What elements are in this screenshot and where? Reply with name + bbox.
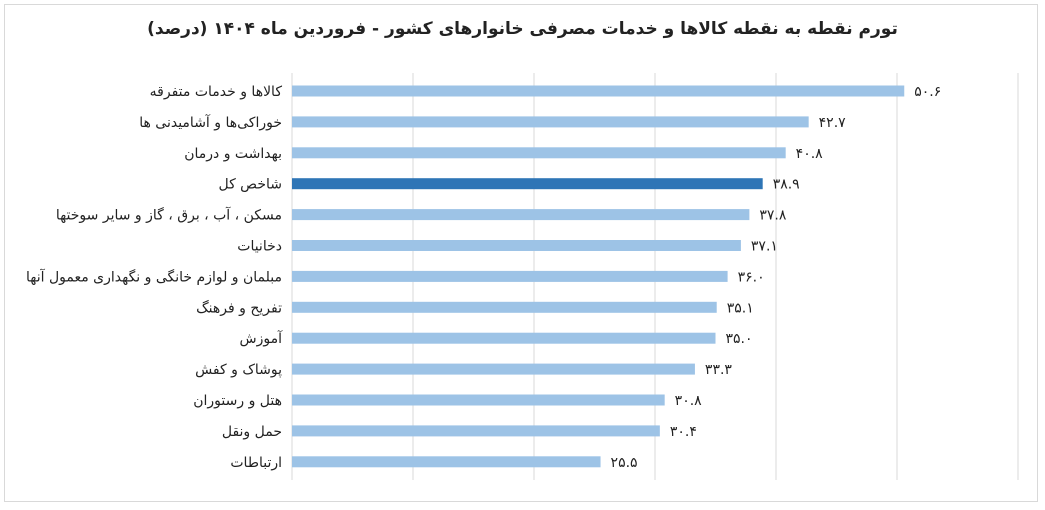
category-label: مبلمان و لوازم خانگی و نگهداری معمول آنه… xyxy=(26,268,282,285)
category-label: کالاها و خدمات متفرقه xyxy=(150,84,283,100)
bar xyxy=(292,394,665,406)
data-label: ۳۷.۸ xyxy=(759,208,786,224)
data-label: ۲۵.۵ xyxy=(611,455,638,471)
category-label: آموزش xyxy=(240,330,284,347)
bar xyxy=(292,301,717,313)
bar xyxy=(292,270,728,282)
category-label: ارتباطات xyxy=(230,455,282,471)
bar xyxy=(292,363,695,375)
category-label: دخانیات xyxy=(237,239,282,255)
category-label: پوشاک و کفش xyxy=(195,362,282,378)
bar xyxy=(292,456,601,468)
bar xyxy=(292,425,660,437)
data-label: ۳۳.۳ xyxy=(705,362,732,378)
data-label: ۴۰.۸ xyxy=(796,146,823,162)
category-label: خوراکی‌ها و آشامیدنی ها xyxy=(139,114,282,131)
bar xyxy=(292,332,716,344)
bar xyxy=(292,178,763,190)
category-label: تفریح و فرهنگ xyxy=(196,299,282,316)
category-label: بهداشت و درمان xyxy=(184,146,282,162)
data-label: ۳۵.۱ xyxy=(727,300,754,316)
data-label: ۵۰.۶ xyxy=(914,84,941,100)
category-label: مسکن ، آب ، برق ، گاز و سایر سوختها xyxy=(56,207,282,224)
bar xyxy=(292,116,809,128)
category-label: هتل و رستوران xyxy=(193,393,282,409)
bar xyxy=(292,147,786,159)
data-label: ۳۰.۸ xyxy=(675,393,702,409)
data-label: ۳۸.۹ xyxy=(773,177,800,193)
category-label: حمل ونقل xyxy=(222,424,282,440)
data-label: ۳۰.۴ xyxy=(670,424,697,440)
bar xyxy=(292,209,750,221)
data-label: ۴۲.۷ xyxy=(819,115,846,131)
chart-title: تورم نقطه به نقطه کالاها و خدمات مصرفی خ… xyxy=(147,19,898,39)
data-label: ۳۷.۱ xyxy=(751,239,778,255)
data-label: ۳۶.۰ xyxy=(738,269,765,285)
category-label: شاخص کل xyxy=(218,177,282,193)
bar xyxy=(292,85,905,97)
bar xyxy=(292,240,741,251)
data-label: ۳۵.۰ xyxy=(726,331,753,347)
